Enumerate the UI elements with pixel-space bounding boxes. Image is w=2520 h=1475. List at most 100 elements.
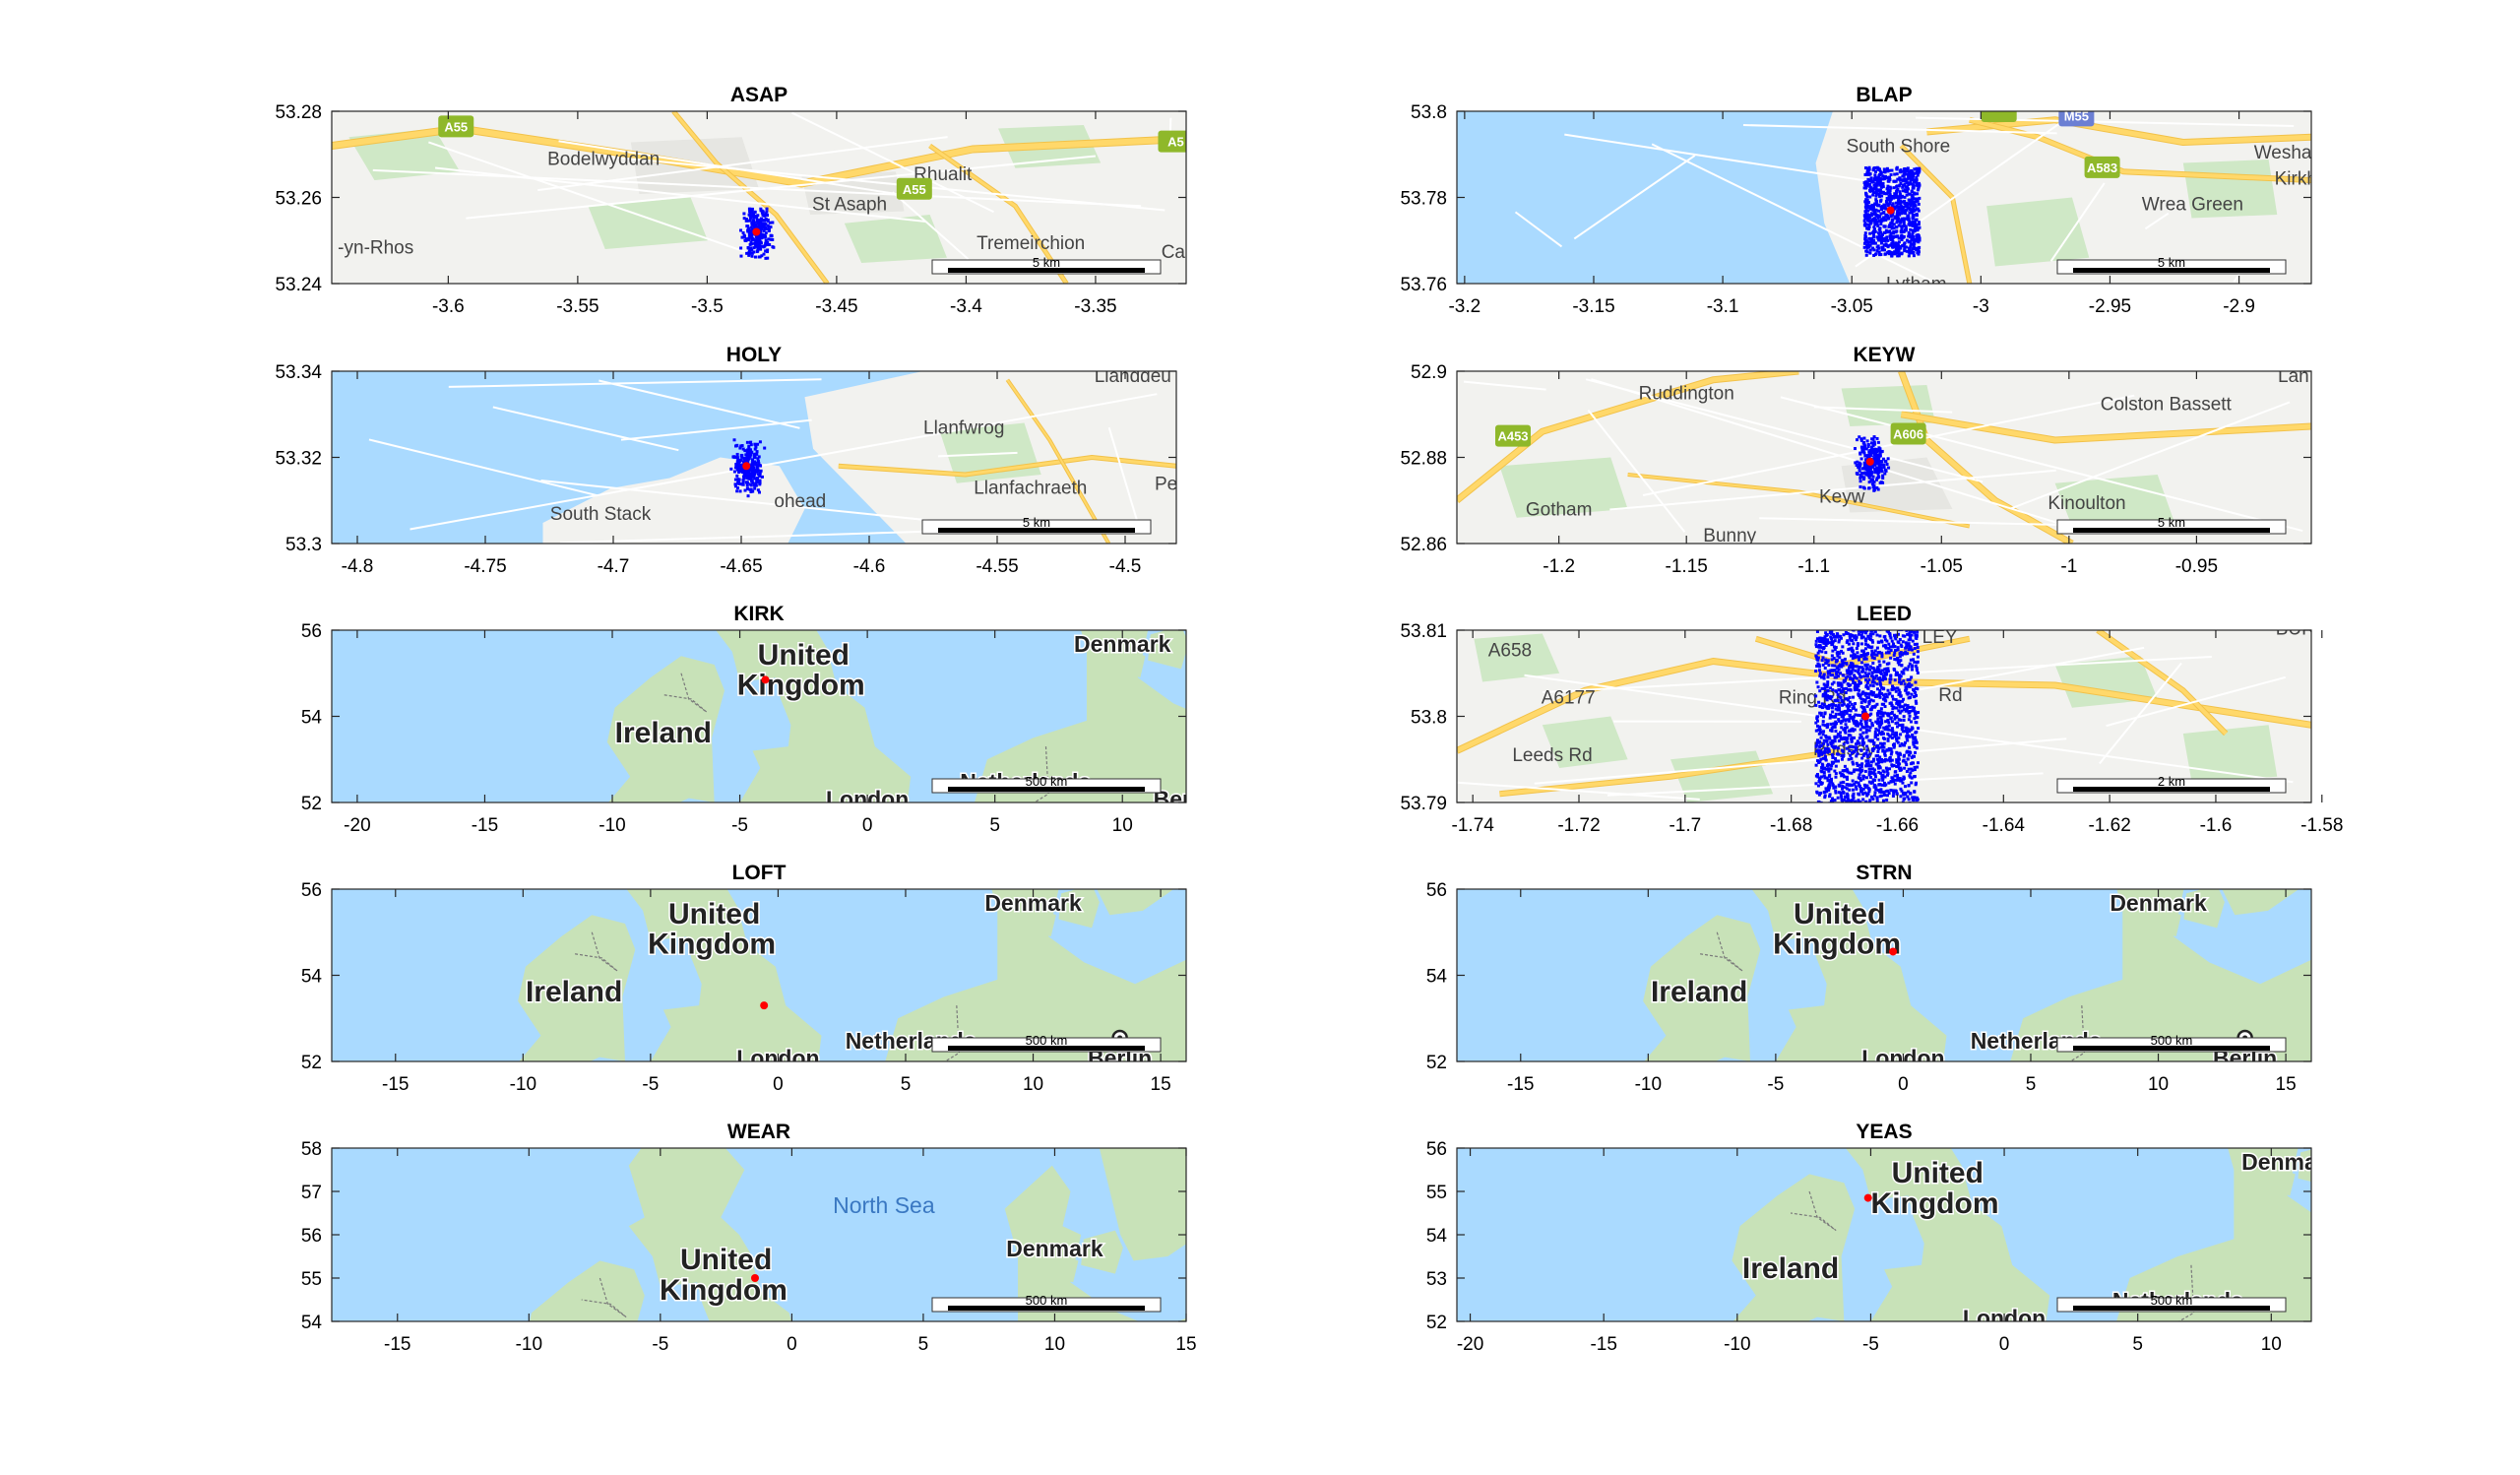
measurement-point: [1888, 634, 1892, 638]
measurement-point: [1870, 214, 1874, 218]
measurement-point: [1895, 758, 1899, 762]
measurement-point: [1864, 668, 1868, 672]
measurement-point: [1855, 647, 1858, 651]
measurement-point: [1909, 227, 1913, 231]
measurement-point: [1895, 184, 1899, 188]
scale-bar-label: 500 km: [2151, 1033, 2193, 1048]
measurement-point: [1841, 700, 1845, 704]
measurement-point: [1881, 697, 1885, 701]
measurement-point: [1865, 748, 1869, 752]
measurement-point: [735, 460, 739, 464]
measurement-point: [1889, 636, 1893, 640]
measurement-point: [1898, 638, 1902, 642]
minor-road: [448, 378, 822, 388]
measurement-point: [1852, 715, 1856, 719]
measurement-point: [758, 241, 762, 245]
measurement-point: [1858, 462, 1861, 466]
measurement-point: [1858, 695, 1862, 699]
measurement-point: [1902, 715, 1906, 719]
measurement-point: [1863, 791, 1867, 795]
panel-title: WEAR: [727, 1121, 790, 1143]
measurement-point: [1914, 783, 1918, 787]
y-tick-label: 53.79: [1400, 794, 1447, 814]
measurement-point: [749, 440, 753, 444]
measurement-point: [740, 455, 744, 459]
measurement-point: [748, 242, 752, 246]
measurement-point: [1827, 763, 1831, 767]
measurement-point: [751, 458, 755, 462]
measurement-point: [1915, 212, 1919, 216]
measurement-point: [1917, 233, 1921, 237]
measurement-point: [1869, 467, 1873, 471]
scale-bar: [948, 787, 1145, 792]
measurement-point: [1823, 803, 1826, 806]
road: [928, 144, 1068, 284]
measurement-point: [1850, 771, 1854, 775]
measurement-point: [1874, 478, 1878, 481]
measurement-point: [1830, 682, 1834, 686]
measurement-point: [1881, 474, 1885, 478]
measurement-point: [1864, 639, 1868, 643]
measurement-point: [1872, 187, 1876, 191]
measurement-point: [1904, 709, 1908, 713]
place-label: London: [1861, 1045, 1944, 1070]
measurement-point: [1917, 223, 1921, 226]
x-tick-label: -3.45: [815, 296, 857, 317]
measurement-point: [1895, 172, 1899, 176]
measurement-point: [1862, 711, 1866, 715]
measurement-point: [764, 212, 768, 216]
x-tick-label: -3.5: [691, 296, 724, 317]
measurement-point: [1868, 708, 1872, 712]
measurement-point: [1846, 737, 1850, 740]
measurement-point: [1874, 188, 1878, 192]
map-area: [1474, 633, 1560, 682]
measurement-point: [1899, 170, 1903, 174]
measurement-point: [1907, 648, 1911, 652]
measurement-point: [753, 447, 757, 451]
measurement-point: [1861, 690, 1865, 694]
place-label: Llanfachraeth: [974, 479, 1087, 499]
measurement-point: [1893, 192, 1897, 196]
place-label: London: [1963, 1305, 2046, 1330]
measurement-point: [1829, 673, 1833, 677]
measurement-point: [1891, 645, 1895, 649]
measurement-point: [1842, 633, 1846, 637]
measurement-point: [1906, 731, 1910, 735]
place-label: Kinoulton: [2048, 493, 2125, 514]
measurement-point: [1902, 697, 1906, 701]
measurement-point: [1915, 636, 1919, 640]
measurement-point: [745, 224, 749, 228]
measurement-point: [763, 225, 767, 229]
measurement-point: [1833, 724, 1837, 728]
measurement-point: [1859, 701, 1863, 705]
measurement-point: [1897, 702, 1901, 706]
measurement-point: [1854, 665, 1858, 669]
measurement-point: [1815, 715, 1819, 719]
measurement-point: [1866, 445, 1870, 449]
minor-road: [1573, 154, 1696, 240]
road-shield: [2058, 111, 2095, 127]
place-label: Llanfwrog: [923, 417, 1004, 438]
measurement-point: [1881, 714, 1885, 718]
measurement-point: [1904, 667, 1908, 671]
measurement-point: [759, 220, 763, 224]
measurement-point: [1872, 234, 1876, 238]
measurement-point: [1897, 197, 1901, 201]
measurement-point: [1832, 760, 1836, 764]
measurement-point: [1889, 759, 1893, 763]
measurement-point: [1881, 711, 1885, 715]
scale-bar-label: 500 km: [1026, 774, 1068, 789]
measurement-point: [1886, 217, 1890, 221]
measurement-point: [753, 442, 757, 446]
measurement-point: [1905, 707, 1909, 711]
measurement-point: [1907, 767, 1911, 771]
measurement-point: [1904, 245, 1908, 249]
measurement-point: [1876, 710, 1880, 714]
measurement-point: [1878, 190, 1882, 194]
measurement-point: [1878, 664, 1882, 668]
measurement-point: [1821, 723, 1825, 727]
measurement-point: [1891, 684, 1895, 688]
measurement-point: [1864, 751, 1868, 755]
measurement-point: [1862, 440, 1866, 444]
measurement-point: [1886, 457, 1890, 461]
